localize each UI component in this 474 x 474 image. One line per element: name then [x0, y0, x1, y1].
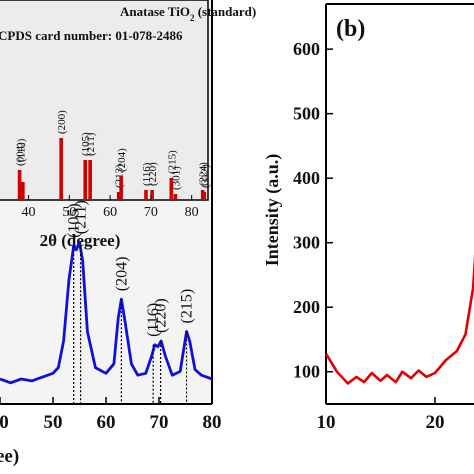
- inset-peak-label: (200): [56, 110, 68, 134]
- panel-a-peak-label: (215): [179, 289, 196, 324]
- inset-peak-label: (220): [147, 162, 159, 186]
- panel-b-y-axis-label: Intensity (a.u.): [262, 154, 283, 267]
- inset-peak-bar: [169, 178, 174, 200]
- panel-a-x-tick-label: 50: [44, 412, 63, 433]
- inset-frame: [0, 0, 209, 201]
- inset-peak-label: (301): [170, 166, 182, 190]
- panel-b-y-tick-label: 300: [293, 233, 320, 253]
- inset-peak-label: (105): [80, 132, 92, 156]
- inset-x-tick-label: 70: [144, 205, 158, 220]
- inset-x-tick-label: 80: [185, 205, 199, 220]
- inset-peak-bar: [119, 176, 123, 200]
- inset-peak-bar: [144, 190, 148, 200]
- inset-peak-bar: [21, 182, 25, 200]
- inset-title: Anatase TiO2 (standard): [120, 4, 256, 23]
- inset-peak-label: (004): [15, 142, 27, 166]
- panel-a-peak-label: (211): [73, 200, 90, 234]
- panel-a-x-tick-label: 60: [97, 412, 116, 433]
- panel-a-x-tick-label: 70: [150, 412, 169, 433]
- inset-peak-bar: [83, 160, 88, 200]
- panel-b-y-tick-label: 400: [293, 168, 320, 188]
- inset-peak-bar: [173, 194, 178, 200]
- inset-peak-label: (224): [198, 162, 210, 186]
- inset-title-subscript: 2: [190, 13, 195, 23]
- panel-b-x-tick-label: 10: [317, 412, 336, 433]
- inset-title-main: Anatase TiO: [120, 4, 190, 19]
- inset-x-tick-label: 50: [62, 205, 76, 220]
- panel-a-x-axis-label: ee): [0, 446, 19, 467]
- panel-b-label: (b): [336, 16, 365, 42]
- inset-peak-label: (312): [199, 164, 211, 188]
- inset-peak-label: (211): [85, 132, 97, 156]
- panel-a-peak-label: (105): [66, 203, 83, 238]
- panel-b-x-tick-label: 20: [426, 412, 445, 433]
- inset-peak-label: (204): [116, 148, 128, 172]
- inset-title-suffix: (standard): [194, 4, 256, 19]
- panel-b-y-tick-label: 200: [293, 297, 320, 317]
- panel-a-peak-label: (220): [153, 298, 170, 333]
- inset-x-tick-label: 40: [22, 205, 36, 220]
- inset-x-axis-label: 2θ (degree): [40, 231, 121, 250]
- panel-a-peak-label: (116): [145, 303, 162, 337]
- inset-peak-bar: [202, 192, 207, 200]
- inset-peak-bar: [116, 192, 121, 200]
- inset-peak-bar: [150, 190, 154, 200]
- inset-peak-bar: [88, 160, 92, 200]
- inset-peak-label: (116): [141, 162, 153, 186]
- panel-a-x-tick-label: 0: [0, 412, 9, 433]
- inset-peak-bar: [59, 138, 63, 200]
- panel-a: Anatase TiO2 (standard) CPDS card number:…: [0, 0, 256, 467]
- panel-b: 10020030040050060010203Intensity (a.u.)(…: [262, 3, 474, 433]
- inset-peak-label: (112): [15, 138, 27, 162]
- inset-peak-bar: [17, 170, 22, 200]
- panel-b-y-tick-label: 500: [293, 104, 320, 124]
- panel-a-peak-label: (204): [113, 257, 130, 292]
- panel-b-y-tick-label: 600: [293, 39, 320, 59]
- panel-a-x-tick-label: 80: [203, 412, 222, 433]
- inset-peak-label: (215): [166, 150, 178, 174]
- panel-b-pattern-line: [324, 254, 474, 385]
- panel-b-y-tick-label: 100: [293, 362, 320, 382]
- inset-subtitle: CPDS card number: 01-078-2486: [0, 28, 183, 43]
- inset-x-tick-label: 60: [103, 205, 117, 220]
